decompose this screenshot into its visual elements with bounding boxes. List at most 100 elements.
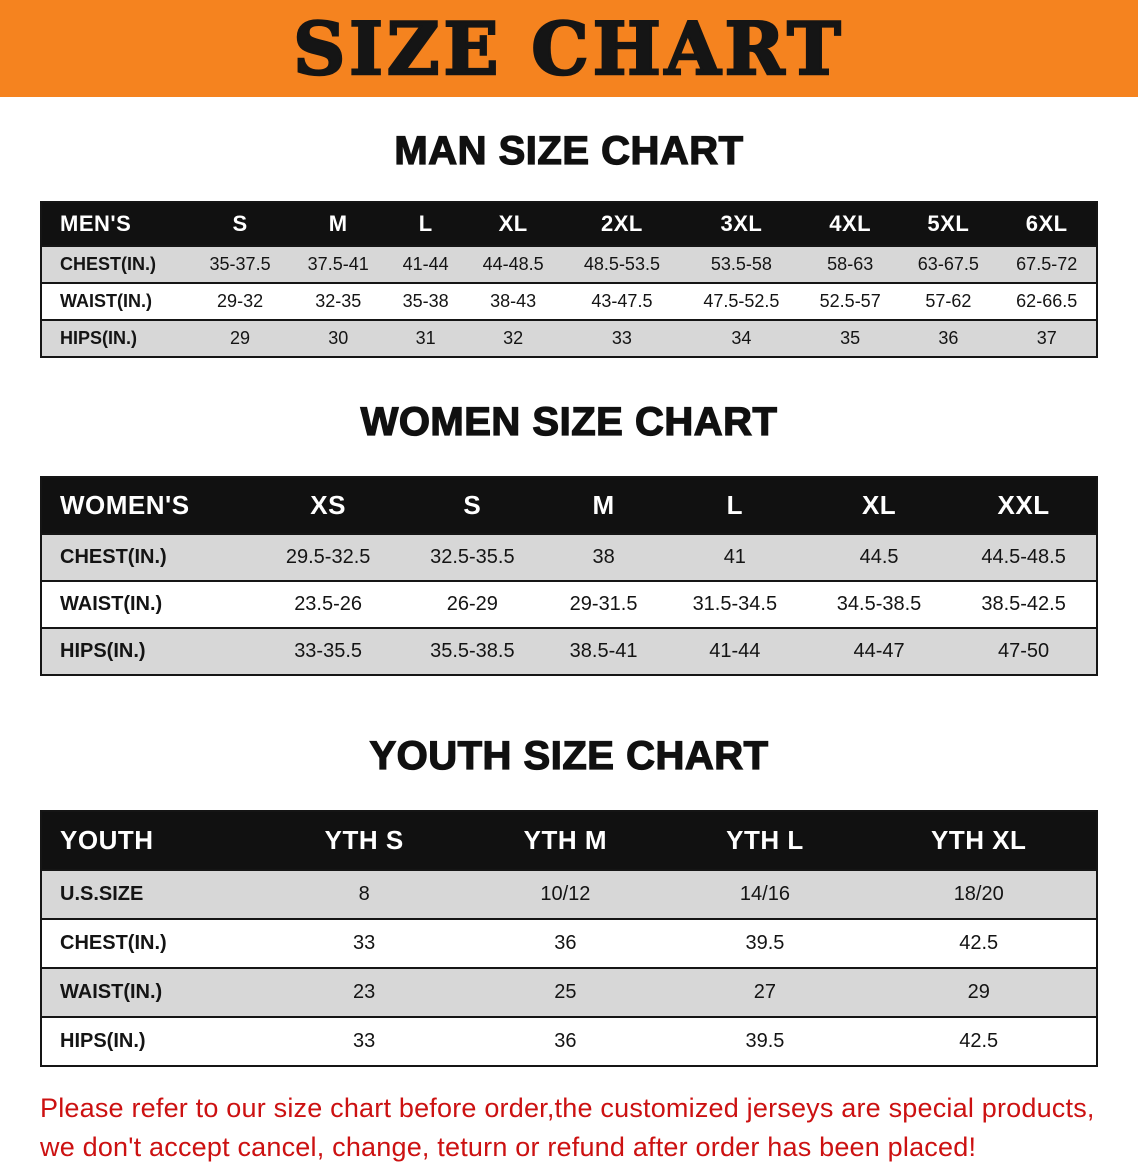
page-title: SIZE CHART	[292, 5, 845, 91]
title-banner: SIZE CHART	[0, 0, 1138, 97]
youth-header-row: YOUTH YTH S YTH M YTH L YTH XL	[41, 811, 1097, 870]
row-label-cell: HIPS(IN.)	[41, 1016, 266, 1066]
size-value-cell: 62-66.5	[997, 282, 1097, 320]
men-size-table: MEN'S S M L XL 2XL 3XL 4XL 5XL 6XL CHEST(IN.) 35-37…	[40, 201, 1098, 358]
size-column-header: M	[289, 202, 388, 246]
size-value-cell: 26-29	[400, 580, 545, 628]
size-value-cell: 42.5	[861, 1016, 1097, 1066]
size-value-cell: 36	[462, 918, 669, 968]
row-label-cell: CHEST(IN.)	[41, 245, 191, 283]
size-value-cell: 32-35	[289, 282, 388, 320]
size-value-cell: 37.5-41	[289, 245, 388, 283]
size-column-header: 5XL	[899, 202, 998, 246]
size-value-cell: 36	[899, 319, 998, 357]
table-title-cell: YOUTH	[41, 811, 266, 870]
table-row: U.S.SIZE 8 10/12 14/16 18/20	[41, 869, 1097, 919]
men-header-row: MEN'S S M L XL 2XL 3XL 4XL 5XL 6XL	[41, 202, 1097, 246]
size-value-cell: 31	[387, 319, 465, 357]
row-label-cell: CHEST(IN.)	[41, 918, 266, 968]
table-row: HIPS(IN.) 33-35.5 35.5-38.5 38.5-41 41-44 44-…	[41, 627, 1097, 675]
size-value-cell: 23	[266, 967, 463, 1017]
size-value-cell: 34	[681, 319, 802, 357]
size-value-cell: 63-67.5	[899, 245, 998, 283]
size-value-cell: 35.5-38.5	[400, 627, 545, 675]
size-column-header: L	[387, 202, 465, 246]
size-value-cell: 39.5	[668, 918, 862, 968]
size-value-cell: 29.5-32.5	[256, 533, 401, 581]
women-size-table: WOMEN'S XS S M L XL XXL CHEST(IN.) 29.5-32.5 32.5…	[40, 476, 1098, 676]
size-value-cell: 30	[289, 319, 388, 357]
size-value-cell: 33	[562, 319, 682, 357]
size-value-cell: 39.5	[668, 1016, 862, 1066]
youth-size-table: YOUTH YTH S YTH M YTH L YTH XL U.S.SIZE 8 10/12…	[40, 810, 1098, 1067]
row-label-cell: HIPS(IN.)	[41, 319, 191, 357]
row-label-cell: WAIST(IN.)	[41, 580, 256, 628]
size-value-cell: 25	[462, 967, 669, 1017]
size-value-cell: 14/16	[668, 869, 862, 919]
size-value-cell: 29	[861, 967, 1097, 1017]
size-value-cell: 35	[801, 319, 900, 357]
size-column-header: XL	[806, 477, 952, 534]
women-header-row: WOMEN'S XS S M L XL XXL	[41, 477, 1097, 534]
row-label-cell: U.S.SIZE	[41, 869, 266, 919]
women-size-heading: WOMEN SIZE CHART	[360, 399, 778, 444]
size-value-cell: 33-35.5	[256, 627, 401, 675]
size-value-cell: 42.5	[861, 918, 1097, 968]
size-column-header: XS	[256, 477, 401, 534]
table-title-cell: WOMEN'S	[41, 477, 256, 534]
size-value-cell: 34.5-38.5	[806, 580, 952, 628]
size-value-cell: 35-38	[387, 282, 465, 320]
size-value-cell: 38	[544, 533, 663, 581]
size-value-cell: 18/20	[861, 869, 1097, 919]
size-value-cell: 41-44	[662, 627, 807, 675]
size-column-header: L	[662, 477, 807, 534]
size-value-cell: 43-47.5	[562, 282, 682, 320]
row-label-cell: HIPS(IN.)	[41, 627, 256, 675]
youth-size-section: YOUTH SIZE CHART YOUTH YTH S YTH M YTH L YTH …	[0, 732, 1138, 1067]
size-value-cell: 29	[191, 319, 290, 357]
size-value-cell: 47-50	[951, 627, 1097, 675]
men-size-heading: MAN SIZE CHART	[394, 128, 744, 173]
size-value-cell: 44.5	[806, 533, 952, 581]
table-title-cell: MEN'S	[41, 202, 191, 246]
size-value-cell: 33	[266, 918, 463, 968]
size-value-cell: 67.5-72	[997, 245, 1097, 283]
table-row: HIPS(IN.) 29 30 31 32 33 34 35 36 37	[41, 319, 1097, 357]
table-row: WAIST(IN.) 23 25 27 29	[41, 967, 1097, 1017]
size-chart-sections: MAN SIZE CHART MEN'S S M L XL 2XL 3XL 4XL 5XL 6XL C…	[0, 127, 1138, 1067]
table-row: CHEST(IN.) 29.5-32.5 32.5-35.5 38 41 44.5 44.5…	[41, 533, 1097, 581]
size-column-header: S	[191, 202, 290, 246]
size-value-cell: 35-37.5	[191, 245, 290, 283]
table-row: HIPS(IN.) 33 36 39.5 42.5	[41, 1016, 1097, 1066]
row-label-cell: WAIST(IN.)	[41, 282, 191, 320]
table-row: WAIST(IN.) 23.5-26 26-29 29-31.5 31.5-34.5 34…	[41, 580, 1097, 628]
size-column-header: 3XL	[681, 202, 802, 246]
disclaimer-line-1: Please refer to our size chart before or…	[40, 1093, 1095, 1123]
size-column-header: YTH XL	[861, 811, 1097, 870]
size-value-cell: 41	[662, 533, 807, 581]
size-value-cell: 38.5-42.5	[951, 580, 1097, 628]
row-label-cell: WAIST(IN.)	[41, 967, 266, 1017]
size-value-cell: 48.5-53.5	[562, 245, 682, 283]
size-value-cell: 36	[462, 1016, 669, 1066]
size-value-cell: 44-48.5	[464, 245, 563, 283]
size-value-cell: 41-44	[387, 245, 465, 283]
size-value-cell: 52.5-57	[801, 282, 900, 320]
size-value-cell: 29-31.5	[544, 580, 663, 628]
size-value-cell: 37	[997, 319, 1097, 357]
size-column-header: XL	[464, 202, 563, 246]
disclaimer-line-2: we don't accept cancel, change, teturn o…	[40, 1132, 977, 1162]
size-column-header: XXL	[951, 477, 1097, 534]
youth-size-heading: YOUTH SIZE CHART	[369, 733, 769, 778]
size-value-cell: 53.5-58	[681, 245, 802, 283]
size-value-cell: 33	[266, 1016, 463, 1066]
size-column-header: 2XL	[562, 202, 682, 246]
size-column-header: YTH M	[462, 811, 669, 870]
men-size-section: MAN SIZE CHART MEN'S S M L XL 2XL 3XL 4XL 5XL 6XL C…	[0, 127, 1138, 358]
size-column-header: YTH S	[266, 811, 463, 870]
size-value-cell: 38.5-41	[544, 627, 663, 675]
size-value-cell: 23.5-26	[256, 580, 401, 628]
size-value-cell: 10/12	[462, 869, 669, 919]
size-value-cell: 32	[464, 319, 563, 357]
